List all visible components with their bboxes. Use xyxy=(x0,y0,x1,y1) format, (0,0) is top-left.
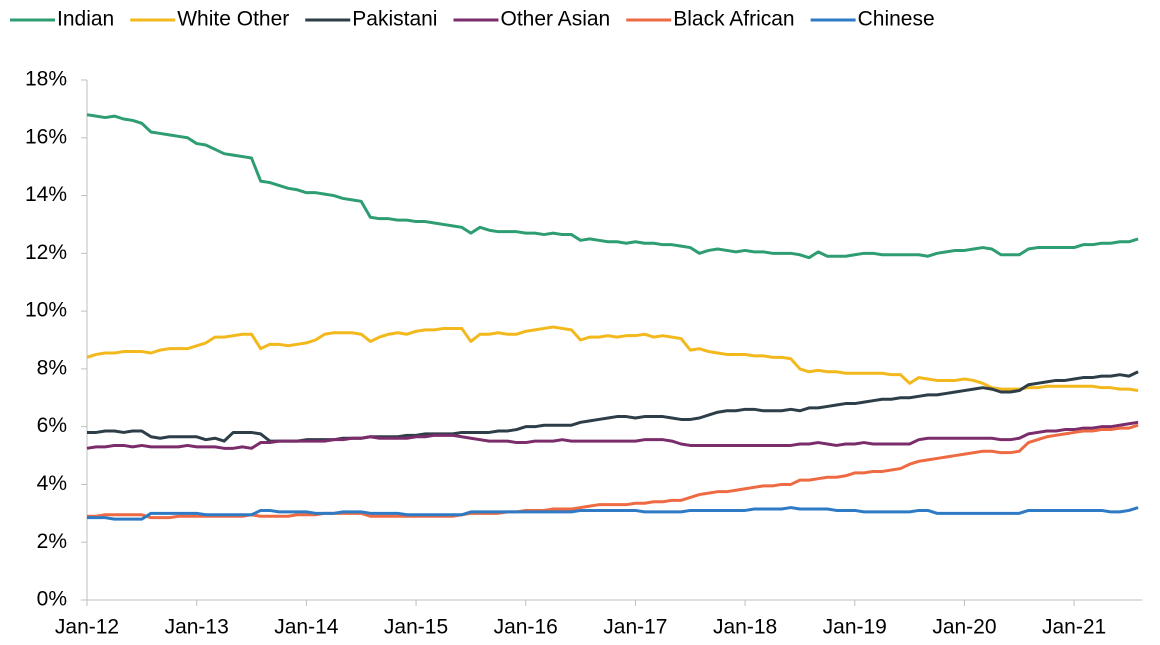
x-tick-label: Jan-16 xyxy=(494,616,558,639)
y-tick-label: 2% xyxy=(37,530,67,553)
legend-label: Other Asian xyxy=(500,8,610,31)
series-line xyxy=(86,325,1139,393)
y-tick-label: 4% xyxy=(37,472,67,495)
legend-label: Pakistani xyxy=(352,8,437,31)
legend-label: Black African xyxy=(673,8,794,31)
x-tick-label: Jan-12 xyxy=(55,616,119,639)
x-tick-label: Jan-15 xyxy=(384,616,448,639)
series-line xyxy=(87,370,1139,443)
legend-label: Indian xyxy=(57,8,114,31)
y-tick-label: 14% xyxy=(25,183,67,206)
x-tick-label: Jan-18 xyxy=(713,616,777,639)
legend-label: Chinese xyxy=(858,8,935,31)
x-tick-label: Jan-13 xyxy=(165,616,229,639)
series-line xyxy=(86,420,1139,450)
y-tick-label: 10% xyxy=(25,299,67,322)
y-tick-label: 16% xyxy=(25,125,67,148)
x-tick-label: Jan-21 xyxy=(1042,616,1106,639)
y-tick-label: 8% xyxy=(37,356,67,379)
x-tick-label: Jan-17 xyxy=(603,616,667,639)
series-line xyxy=(86,113,1139,260)
series-line xyxy=(87,423,1139,520)
y-tick-label: 6% xyxy=(37,414,67,437)
x-tick-label: Jan-20 xyxy=(932,616,996,639)
y-tick-label: 0% xyxy=(37,588,67,611)
x-tick-label: Jan-14 xyxy=(274,616,339,639)
y-tick-label: 18% xyxy=(25,68,67,91)
x-tick-label: Jan-19 xyxy=(823,616,887,639)
series-line xyxy=(87,506,1139,521)
y-tick-label: 12% xyxy=(25,241,67,264)
legend-label: White Other xyxy=(177,8,289,31)
